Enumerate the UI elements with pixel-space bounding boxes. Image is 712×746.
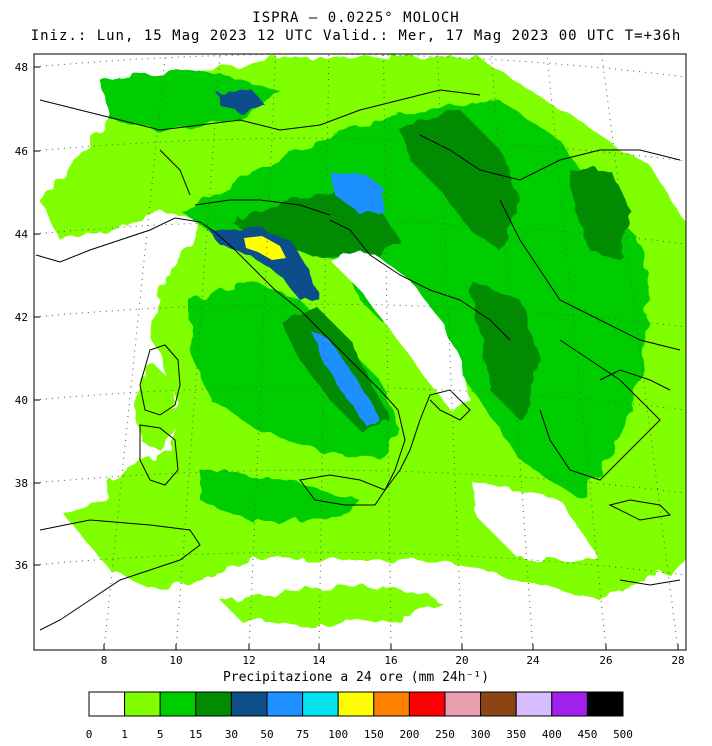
lon-gridline — [601, 54, 679, 650]
lat-tick-label: 42 — [15, 311, 28, 324]
colorbar-swatch — [302, 691, 339, 717]
colorbar-tick-label: 350 — [506, 728, 526, 741]
longitude-axis: 8 10 12 14 16 20 24 26 28 — [101, 644, 685, 667]
precip-area-blue — [310, 330, 380, 425]
colorbar-swatch — [480, 691, 517, 717]
colorbar-tick-label: 200 — [399, 728, 419, 741]
colorbar-tick-label: 300 — [471, 728, 491, 741]
dry-gap — [330, 250, 470, 410]
precip-area-medium — [100, 70, 280, 130]
colorbar-swatch — [195, 691, 232, 717]
precip-area-blue — [210, 225, 320, 300]
lat-tick-label: 40 — [15, 394, 28, 407]
precip-area-dark — [400, 110, 520, 250]
precip-area-light — [135, 360, 175, 450]
colorbar-swatch — [586, 691, 624, 717]
map-title: ISPRA – 0.0225° MOLOCH — [252, 10, 460, 26]
colorbar-tick-label: 1 — [121, 728, 128, 741]
colorbar — [88, 691, 624, 717]
lon-tick-label: 14 — [312, 654, 326, 667]
colorbar-swatch — [373, 691, 410, 717]
colorbar-tick-label: 250 — [435, 728, 455, 741]
colorbar-swatch — [266, 691, 304, 717]
colorbar-tick-label: 5 — [157, 728, 164, 741]
lon-gridline — [103, 54, 166, 650]
lat-tick-label: 38 — [15, 477, 28, 490]
colorbar-swatch — [230, 691, 268, 717]
graticule — [34, 54, 686, 650]
dry-gap — [540, 70, 660, 170]
colorbar-swatch — [408, 691, 446, 717]
map-frame — [33, 53, 687, 651]
lon-gridline — [546, 54, 607, 650]
colorbar-tick-label: 15 — [189, 728, 202, 741]
lon-tick-label: 28 — [671, 654, 684, 667]
colorbar-swatch — [337, 691, 375, 717]
precip-area-light — [220, 585, 440, 625]
colorbar-tick-label: 450 — [577, 728, 597, 741]
colorbar-swatch — [515, 691, 553, 717]
precip-area-dark — [570, 170, 630, 260]
colorbar-tick-label: 30 — [225, 728, 238, 741]
colorbar-label: Precipitazione a 24 ore (mm 24h⁻¹) — [222, 670, 490, 685]
colorbar-tick-label: 75 — [296, 728, 309, 741]
lat-tick-label: 48 — [15, 61, 28, 74]
lon-tick-label: 12 — [242, 654, 255, 667]
colorbar-tick-label: 400 — [542, 728, 562, 741]
lat-tick-label: 46 — [15, 145, 28, 158]
precip-area-blue — [330, 170, 385, 215]
colorbar-tick-label: 100 — [328, 728, 348, 741]
lon-tick-label: 16 — [384, 654, 397, 667]
colorbar-tick-label: 0 — [86, 728, 93, 741]
precip-area-max — [244, 236, 286, 260]
colorbar-swatch — [551, 691, 588, 717]
colorbar-tick-label: 500 — [613, 728, 633, 741]
coastlines — [35, 89, 681, 631]
lon-tick-label: 24 — [526, 654, 540, 667]
lon-tick-label: 8 — [101, 654, 108, 667]
colorbar-swatch — [88, 691, 126, 717]
lon-tick-label: 26 — [599, 654, 612, 667]
precip-area-dark — [470, 280, 540, 420]
lon-tick-label: 10 — [169, 654, 182, 667]
colorbar-tick-label: 50 — [260, 728, 273, 741]
precip-area-blue — [215, 88, 265, 112]
lat-tick-label: 44 — [15, 228, 29, 241]
precip-field — [34, 54, 686, 650]
lon-tick-label: 20 — [455, 654, 468, 667]
colorbar-swatch — [124, 691, 161, 717]
colorbar-swatch — [159, 691, 197, 717]
dry-gap — [470, 480, 600, 560]
lat-tick-label: 36 — [15, 559, 28, 572]
map-subtitle: Iniz.: Lun, 15 Mag 2023 12 UTC Valid.: M… — [30, 28, 682, 44]
colorbar-tick-label: 150 — [364, 728, 384, 741]
precip-area-medium — [200, 470, 360, 520]
precip-area-light — [60, 500, 240, 590]
colorbar-ticks: 0 1 5 15 30 50 75 100 150 200 250 300 350 400 450 500 — [86, 728, 633, 741]
colorbar-swatch — [444, 691, 482, 717]
latitude-axis: 48 46 44 42 40 38 36 — [15, 61, 40, 572]
